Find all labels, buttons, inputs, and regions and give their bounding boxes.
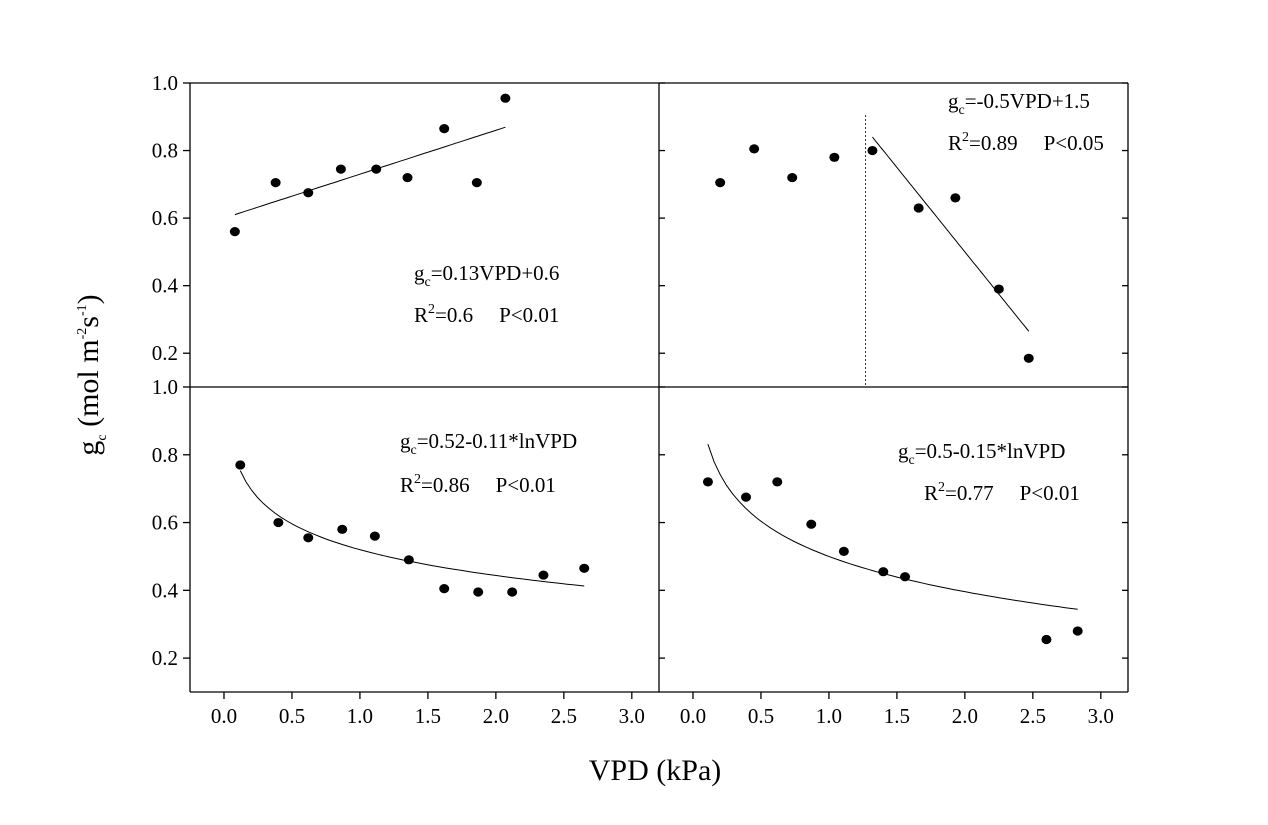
data-point: [867, 145, 878, 156]
data-point: [235, 460, 246, 470]
fit-line: [707, 444, 1078, 610]
y-tick-label: 1.0: [152, 71, 178, 95]
data-point: [371, 164, 382, 174]
x-tick-label: 0.0: [211, 704, 237, 728]
data-point: [369, 531, 380, 541]
data-point: [473, 587, 484, 597]
x-tick-label: 2.0: [483, 704, 509, 728]
fit-stats: R2=0.77 P<0.01: [924, 480, 1080, 505]
x-tick-label: 1.0: [347, 704, 373, 728]
data-point: [538, 570, 549, 580]
x-tick-label: 2.5: [551, 704, 577, 728]
y-tick-label: 0.2: [152, 646, 178, 670]
data-point: [335, 164, 346, 174]
x-tick-label: 0.5: [748, 704, 774, 728]
ticks: [183, 82, 1128, 699]
fit-lines: [234, 115, 1078, 610]
fit-equation: gc=0.5-0.15*lnVPD: [898, 439, 1065, 468]
fit-equation: gc=0.52-0.11*lnVPD: [400, 429, 577, 458]
data-point: [1041, 634, 1052, 645]
x-tick-label: 0.0: [680, 704, 706, 728]
fit-stats: R2=0.89 P<0.05: [948, 130, 1104, 155]
fit-equation: gc=-0.5VPD+1.5: [948, 89, 1090, 118]
x-tick-label: 3.0: [619, 704, 645, 728]
tick-labels: 0.2 0.4 0.6 0.8 1.0 0.2 0.4 0.6 0.8 1.0 0.0 0.5 1.0 1…: [152, 71, 1114, 728]
data-point: [303, 533, 314, 543]
data-point: [439, 584, 450, 594]
data-point: [829, 152, 840, 162]
y-axis-title: gc (mol m-2s-1): [72, 294, 110, 455]
data-point: [806, 519, 817, 529]
y-tick-label: 0.4: [152, 578, 179, 602]
y-tick-label: 0.2: [152, 341, 178, 365]
y-tick-label: 0.8: [152, 139, 178, 163]
svg-text:gc (mol m-2s-1): gc (mol m-2s-1): [72, 294, 110, 455]
data-point: [993, 284, 1004, 294]
data-point: [337, 524, 348, 534]
data-point: [741, 492, 752, 502]
data-point: [838, 546, 849, 556]
y-tick-label: 1.0: [152, 375, 178, 399]
fit-stats: R2=0.86 P<0.01: [400, 472, 556, 497]
y-tick-label: 0.8: [152, 443, 178, 467]
data-point: [749, 144, 760, 154]
data-point: [1072, 626, 1083, 636]
data-point: [900, 572, 911, 582]
data-point: [270, 178, 281, 188]
fit-equation: gc=0.13VPD+0.6: [414, 261, 559, 290]
data-point: [950, 193, 961, 203]
x-tick-label: 3.0: [1088, 704, 1114, 728]
y-tick-label: 0.6: [152, 206, 178, 230]
fit-stats: R2=0.6 P<0.01: [414, 302, 559, 327]
data-point: [878, 567, 889, 577]
data-point: [579, 563, 590, 573]
fit-line: [872, 136, 1030, 332]
data-point: [787, 172, 798, 183]
y-tick-label: 0.6: [152, 511, 178, 535]
data-point: [402, 172, 413, 183]
data-points: [229, 93, 1083, 645]
data-point: [702, 477, 713, 487]
x-tick-label: 1.5: [884, 704, 910, 728]
data-point: [913, 203, 924, 213]
data-point: [1023, 353, 1034, 363]
x-axis-title: VPD (kPa): [589, 754, 722, 787]
data-point: [229, 227, 240, 237]
data-point: [772, 477, 783, 487]
data-point: [273, 517, 284, 528]
x-tick-label: 1.5: [415, 704, 441, 728]
annotations: gc=0.13VPD+0.6 R2=0.6 P<0.01 gc=-0.5VPD+1.5…: [400, 89, 1104, 505]
data-point: [500, 93, 511, 103]
x-tick-label: 2.0: [952, 704, 978, 728]
data-point: [303, 188, 314, 198]
fit-line: [234, 126, 506, 216]
x-tick-label: 2.5: [1020, 704, 1046, 728]
data-point: [507, 587, 518, 597]
data-point: [715, 178, 726, 188]
data-point: [439, 124, 450, 134]
y-tick-label: 0.4: [152, 274, 179, 298]
x-tick-label: 1.0: [816, 704, 842, 728]
data-point: [403, 555, 414, 565]
x-tick-label: 0.5: [279, 704, 305, 728]
data-point: [471, 178, 482, 188]
